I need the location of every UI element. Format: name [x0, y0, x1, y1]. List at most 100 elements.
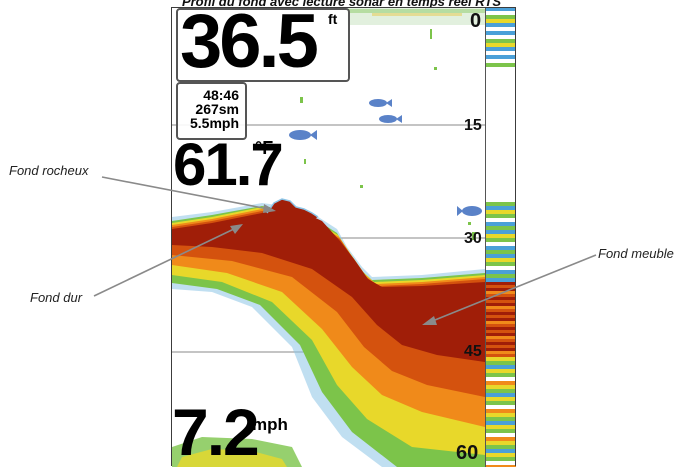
color-bar-stripe [486, 242, 516, 246]
distance-readout: 267sm [195, 101, 239, 117]
scatter-marks [300, 29, 476, 240]
color-bar-stripe [486, 258, 516, 262]
color-bar-stripe [486, 222, 516, 226]
color-bar-stripe [486, 270, 516, 274]
color-bar-stripe [486, 127, 516, 137]
color-bar-stripe [486, 226, 516, 230]
color-bar-stripe [486, 7, 516, 11]
color-bar-stripe [486, 336, 516, 339]
color-bar-stripe [486, 318, 516, 321]
color-bar-stripe [486, 324, 516, 327]
color-bar-stripe [486, 67, 516, 77]
color-bar-stripe [486, 210, 516, 214]
color-bar-stripe [486, 385, 516, 389]
color-bar-stripe [486, 285, 516, 288]
info-readout-box: 48:46 267sm 5.5mph [176, 82, 247, 140]
color-bar-stripe [486, 342, 516, 345]
fish-icon [379, 115, 402, 123]
second-return-inner [177, 449, 287, 467]
color-bar-stripe [486, 147, 516, 157]
color-bar-stripe [486, 35, 516, 39]
color-bar-stripe [486, 167, 516, 177]
color-bar-stripe [486, 421, 516, 425]
color-bar-stripe [486, 187, 516, 197]
color-bar-stripe [486, 309, 516, 312]
color-bar-stripe [486, 97, 516, 107]
right-divider [485, 7, 486, 467]
page-title: Profil du fond avec lecture sonar en tem… [181, 0, 502, 9]
color-bar-stripe [486, 234, 516, 238]
depth-scale-60: 60 [456, 442, 479, 464]
color-bar-stripe [486, 348, 516, 351]
color-bar-stripe [486, 306, 516, 309]
color-bar-stripe [486, 214, 516, 218]
color-bar-stripe [486, 206, 516, 210]
color-bar-stripe [486, 254, 516, 258]
color-bar-stripe [486, 333, 516, 336]
callout-hard-bottom: Fond dur [30, 290, 83, 305]
color-bar-stripe [486, 51, 516, 55]
color-bar-stripe [486, 278, 516, 282]
color-bar-stripe [486, 282, 516, 285]
speed-unit: mph [252, 415, 288, 434]
sonar-image [172, 7, 516, 467]
color-bar-stripe [486, 461, 516, 465]
bottom-red [172, 211, 485, 397]
color-bar-stripe [486, 137, 516, 147]
color-bar-stripe [486, 157, 516, 167]
color-bar-stripe [486, 59, 516, 63]
speed-value: 7.2 [172, 395, 260, 469]
color-bar-stripe [486, 381, 516, 385]
color-bar-stripe [486, 294, 516, 297]
color-bar-stripe [486, 202, 516, 206]
sonar-display [172, 7, 516, 467]
color-bar-stripe [486, 437, 516, 441]
color-bar-stripe [486, 274, 516, 278]
color-bar-stripe [486, 297, 516, 300]
color-bar-stripe [486, 405, 516, 409]
depth-scale-0: 0 [470, 10, 482, 32]
timer-readout: 48:46 [203, 87, 239, 103]
color-bar-stripe [486, 413, 516, 417]
depth-scale-30: 30 [464, 230, 482, 247]
color-bar-stripe [486, 389, 516, 393]
color-bar-stripe [486, 300, 516, 303]
color-bar-stripe [486, 369, 516, 373]
color-bar-stripe [486, 361, 516, 365]
depth-scale-15: 15 [464, 117, 482, 134]
depth-readout-box: 36.5 ft [176, 0, 350, 84]
color-bar-stripe [486, 365, 516, 369]
color-bar-stripe [486, 377, 516, 381]
color-bar-stripe [486, 47, 516, 51]
color-bar-stripe [486, 393, 516, 397]
color-bar-stripe [486, 345, 516, 348]
color-bar-stripe [486, 401, 516, 405]
callout-soft-bottom: Fond meuble [598, 246, 674, 261]
color-bar-stripe [486, 321, 516, 324]
color-bar-stripe [486, 266, 516, 270]
color-bar-stripe [486, 246, 516, 250]
color-bar-stripe [486, 429, 516, 433]
color-bar-stripe [486, 39, 516, 43]
color-bar-stripe [486, 417, 516, 421]
temperature-unit: °F [255, 138, 274, 158]
fish-icon [369, 99, 392, 107]
fish-icon [457, 206, 482, 216]
color-bar-stripe [486, 31, 516, 35]
color-bar-stripe [486, 312, 516, 315]
callout-rocky-bottom: Fond rocheux [9, 163, 89, 178]
color-bar-stripe [486, 23, 516, 27]
surface-clutter [347, 7, 485, 25]
color-bar-stripe [486, 63, 516, 67]
color-bar-stripe [486, 77, 516, 87]
depth-unit: ft [328, 11, 338, 27]
color-bar-stripe [486, 449, 516, 453]
fish-icon [289, 130, 317, 140]
color-bar-stripe [486, 457, 516, 461]
rocky-outline [266, 198, 319, 218]
fish-icons [289, 99, 482, 216]
color-bar-stripe [486, 330, 516, 333]
depth-value: 36.5 [180, 0, 319, 84]
color-bar-stripe [486, 327, 516, 330]
color-bar-stripe [486, 465, 516, 467]
